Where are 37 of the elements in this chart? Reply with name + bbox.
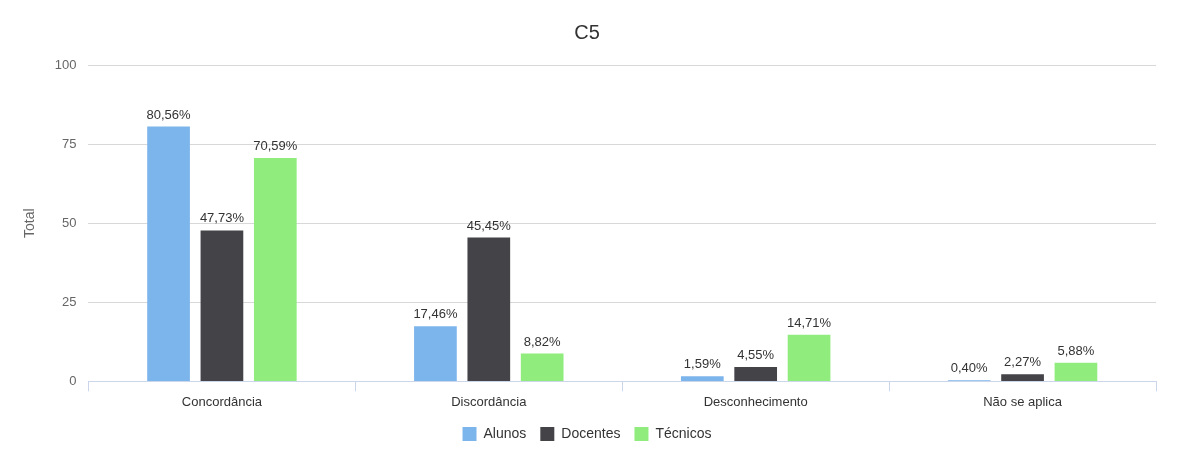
bar	[414, 326, 457, 381]
y-tick-label: 75	[62, 135, 77, 151]
bar	[1001, 374, 1044, 381]
bar	[467, 237, 511, 381]
data-label: 1,59%	[683, 356, 722, 372]
y-tick-label: 100	[54, 56, 77, 72]
data-label: 5,88%	[1057, 342, 1095, 358]
bar	[1054, 362, 1098, 381]
legend-label: Docentes	[561, 424, 621, 441]
data-label: 14,71%	[787, 314, 832, 330]
legend-label: Técnicos	[655, 424, 712, 441]
y-axis-title: Total	[21, 208, 38, 238]
bar	[147, 126, 190, 381]
y-tick-label: 50	[62, 214, 77, 230]
data-label: 80,56%	[146, 106, 192, 122]
bar	[520, 353, 564, 381]
bar	[253, 158, 297, 381]
data-label: 8,82%	[523, 333, 562, 349]
x-tick-label: Desconhecimento	[703, 393, 808, 409]
data-label: 4,55%	[737, 347, 775, 363]
x-tick-label: Não se aplica	[983, 393, 1063, 409]
bar	[787, 334, 831, 381]
x-tick-label: Discordância	[451, 393, 528, 409]
data-label: 45,45%	[466, 217, 512, 233]
y-tick-label: 25	[62, 293, 77, 309]
x-tick-label: Concordância	[181, 393, 263, 409]
legend-label: Alunos	[483, 424, 527, 441]
bar	[734, 367, 778, 381]
data-label: 47,73%	[199, 210, 245, 226]
y-tick-label: 0	[69, 372, 77, 388]
bar	[200, 230, 244, 381]
bar	[680, 376, 724, 381]
data-label: 17,46%	[413, 306, 458, 322]
data-label: 70,59%	[253, 138, 298, 154]
data-label: 2,27%	[1004, 354, 1042, 370]
data-label: 0,40%	[950, 360, 989, 376]
chart-title: C5	[574, 20, 600, 43]
